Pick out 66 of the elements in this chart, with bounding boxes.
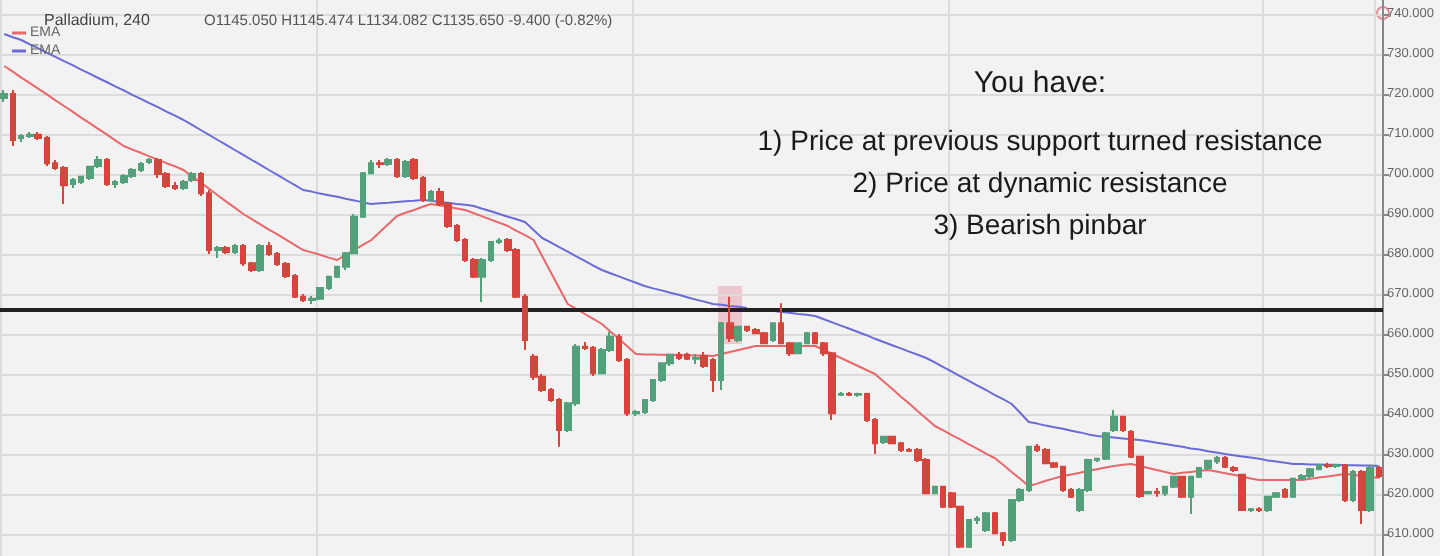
candlestick	[1154, 487, 1160, 498]
candlestick	[1332, 463, 1340, 469]
candlestick	[214, 245, 222, 259]
text: Palladium, 240	[44, 11, 151, 29]
candlestick	[1256, 506, 1262, 513]
candlestick	[1110, 409, 1118, 433]
candlestick	[120, 173, 128, 185]
candlestick	[222, 245, 230, 255]
candlestick	[60, 165, 68, 205]
candlestick	[982, 511, 990, 533]
candlestick	[1238, 473, 1246, 511]
candlestick	[1188, 475, 1194, 515]
candlestick	[1264, 495, 1272, 513]
candlestick	[1342, 463, 1348, 503]
candlestick	[104, 157, 110, 187]
candlestick	[1204, 459, 1212, 471]
candlestick	[402, 159, 410, 179]
candlestick	[1282, 487, 1288, 499]
candlestick	[1248, 507, 1254, 513]
candlestick	[428, 189, 434, 203]
candlestick	[846, 391, 852, 397]
candlestick	[0, 89, 8, 103]
candlestick	[1144, 489, 1152, 495]
candlestick	[26, 131, 34, 139]
candlestick	[838, 391, 844, 397]
candlestick	[188, 171, 196, 183]
candlestick	[308, 295, 316, 305]
annotation: 1) Price at previous support turned resistance	[757, 124, 1323, 156]
candlestick	[734, 325, 742, 343]
candlestick	[394, 157, 400, 179]
candlestick	[854, 391, 862, 398]
candlestick	[232, 243, 238, 255]
candlestick	[676, 351, 682, 361]
candlestick	[1350, 469, 1356, 503]
annotation: You have:	[973, 66, 1107, 100]
candlestick	[1358, 469, 1366, 525]
candlestick	[1306, 467, 1314, 479]
candlestick	[256, 243, 264, 273]
candlestick	[888, 435, 896, 445]
candlestick	[1324, 461, 1332, 469]
candlestick	[966, 519, 972, 549]
candlestick	[1042, 447, 1050, 465]
candlestick	[1178, 475, 1186, 499]
candlestick	[128, 167, 136, 179]
candlestick	[1120, 415, 1126, 433]
candlestick	[70, 177, 76, 189]
candlestick	[384, 157, 392, 167]
candlestick	[1170, 475, 1178, 489]
candlestick	[692, 353, 700, 365]
annotation: 2) Price at dynamic resistance	[852, 166, 1228, 198]
candlestick	[726, 295, 734, 343]
candlestick	[770, 322, 776, 343]
candlestick	[376, 159, 384, 169]
candlestick	[590, 345, 596, 377]
annotation: 3) Bearish pinbar	[933, 208, 1148, 240]
candlestick	[180, 179, 188, 191]
candlestick	[1102, 431, 1110, 461]
candlestick	[760, 331, 768, 345]
candlestick	[1376, 465, 1382, 479]
candlestick	[1366, 465, 1374, 513]
candlestick	[718, 321, 724, 391]
candlestick	[684, 351, 690, 361]
candlestick	[146, 157, 152, 165]
candlestick	[10, 89, 16, 147]
candlestick	[880, 435, 888, 445]
candlestick	[932, 485, 938, 495]
